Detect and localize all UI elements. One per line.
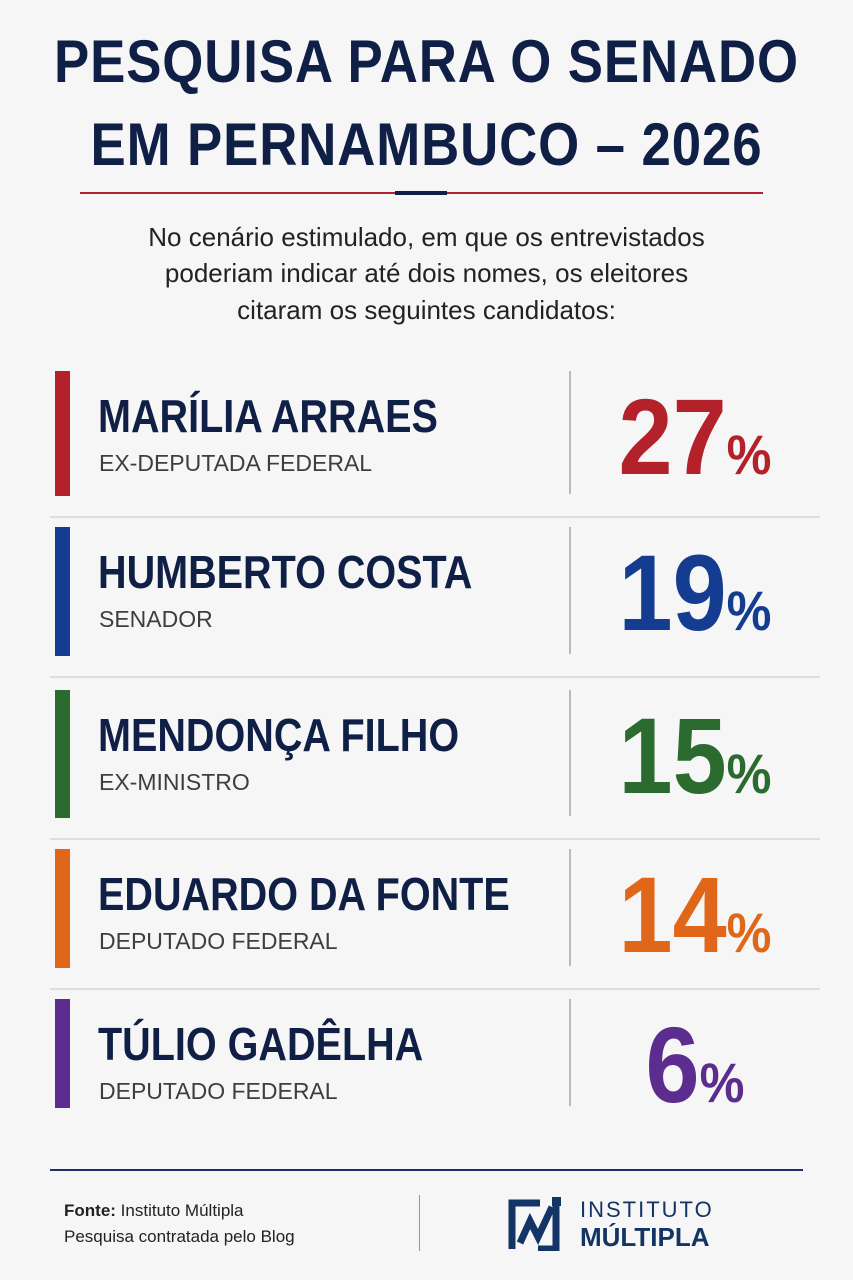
- candidate-role: EX-DEPUTADA FEDERAL: [99, 450, 373, 476]
- percent-sign: %: [726, 901, 772, 964]
- source-text: Instituto Múltipla: [120, 1201, 244, 1220]
- footer-line: [50, 1169, 803, 1171]
- candidate-role: DEPUTADO FEDERAL: [99, 928, 338, 954]
- percent: 6%: [587, 1011, 803, 1119]
- percent-value: 6: [645, 1004, 700, 1125]
- row-divider: [569, 849, 571, 966]
- candidate-name: HUMBERTO COSTA: [98, 546, 473, 598]
- percent: 14%: [587, 861, 803, 969]
- row-divider: [569, 527, 571, 654]
- percent-value: 14: [618, 854, 727, 975]
- title-line: PESQUISA PARA O SENADO: [54, 28, 799, 95]
- candidate-name: MENDONÇA FILHO: [98, 709, 460, 761]
- candidate-name: EDUARDO DA FONTE: [98, 868, 510, 920]
- divider-accent: [395, 191, 447, 195]
- color-bar: [55, 849, 70, 968]
- candidate-name: MARÍLIA ARRAES: [98, 390, 438, 442]
- title-line: EM PERNAMBUCO – 2026: [90, 111, 763, 178]
- percent-sign: %: [699, 1051, 745, 1114]
- color-bar: [55, 690, 70, 818]
- row-divider: [569, 690, 571, 816]
- note: Pesquisa contratada pelo Blog: [64, 1227, 295, 1246]
- footer-divider: [419, 1195, 420, 1251]
- percent-value: 15: [618, 695, 727, 816]
- subtitle-line: No cenário estimulado, em que os entrevi…: [148, 222, 705, 252]
- source: Fonte: Instituto Múltipla: [64, 1201, 244, 1221]
- percent: 19%: [587, 539, 803, 647]
- color-bar: [55, 999, 70, 1108]
- logo-text: INSTITUTO: [580, 1197, 714, 1222]
- percent-value: 27: [618, 376, 727, 497]
- source-label: Fonte:: [64, 1201, 116, 1220]
- color-bar: [55, 527, 70, 656]
- percent: 27%: [587, 383, 803, 491]
- row-separator: [50, 838, 820, 840]
- percent: 15%: [587, 702, 803, 810]
- row-separator: [50, 988, 820, 990]
- row-divider: [569, 999, 571, 1106]
- percent-sign: %: [726, 742, 772, 805]
- row-divider: [569, 371, 571, 494]
- percent-value: 19: [618, 532, 727, 653]
- color-bar: [55, 371, 70, 496]
- logo-icon: [508, 1197, 561, 1251]
- logo-text: MÚLTIPLA: [580, 1222, 710, 1252]
- subtitle-line: citaram os seguintes candidatos:: [237, 295, 616, 325]
- row-separator: [50, 676, 820, 678]
- candidate-role: SENADOR: [99, 606, 213, 632]
- candidate-name: TÚLIO GADÊLHA: [98, 1018, 424, 1070]
- candidate-role: EX-MINISTRO: [99, 769, 250, 795]
- percent-sign: %: [726, 423, 772, 486]
- row-separator: [50, 516, 820, 518]
- candidate-role: DEPUTADO FEDERAL: [99, 1078, 338, 1104]
- percent-sign: %: [726, 579, 772, 642]
- subtitle-line: poderiam indicar até dois nomes, os elei…: [164, 258, 689, 288]
